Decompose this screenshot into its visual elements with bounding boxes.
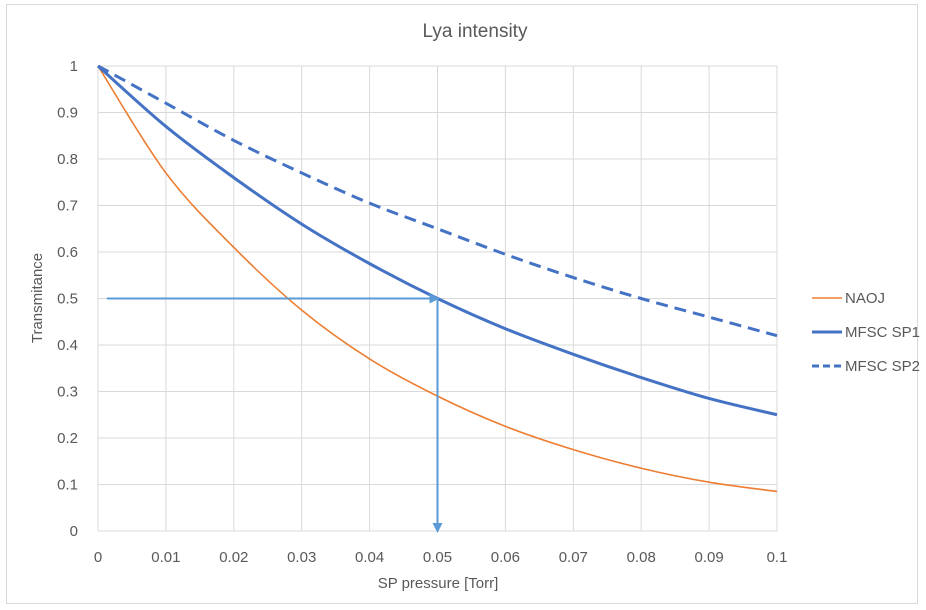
legend-label: MFSC SP1 <box>845 324 920 341</box>
x-tick-label: 0.04 <box>355 549 384 566</box>
series-line-3 <box>97 64 778 338</box>
x-tick-label: 0.05 <box>423 549 452 566</box>
x-axis-ticks: 0 0.01 0.02 0.03 0.04 0.05 0.06 0.07 0.08 0.09 0.1 <box>94 549 788 566</box>
x-tick-label: 0.02 <box>219 549 248 566</box>
chart-title: Lya intensity <box>423 21 528 42</box>
x-tick-label: 0.09 <box>694 549 723 566</box>
x-tick-label: 0.01 <box>151 549 180 566</box>
chart-frame <box>6 4 918 604</box>
annotation-arrows <box>106 293 443 533</box>
x-axis-label: SP pressure [Torr] <box>378 575 499 592</box>
x-tick-label: 0.07 <box>559 549 588 566</box>
legend-label: NAOJ <box>845 290 885 307</box>
y-tick-label: 1 <box>70 58 78 75</box>
y-tick-label: 0.8 <box>57 151 78 168</box>
y-tick-label: 0.5 <box>57 291 78 308</box>
x-tick-label: 0.03 <box>287 549 316 566</box>
legend: NAOJ MFSC SP1 MFSC SP2 <box>812 290 920 375</box>
y-tick-label: 0.6 <box>57 244 78 261</box>
y-tick-label: 0.4 <box>57 337 78 354</box>
x-tick-label: 0 <box>94 549 102 566</box>
y-tick-label: 0.2 <box>57 430 78 447</box>
y-tick-label: 0.3 <box>57 384 78 401</box>
x-tick-label: 0.08 <box>627 549 656 566</box>
x-tick-label: 0.1 <box>767 549 788 566</box>
y-axis-ticks: 0 0.1 0.2 0.3 0.4 0.5 0.6 0.7 0.8 0.9 1 <box>57 58 78 540</box>
y-tick-label: 0.1 <box>57 477 78 494</box>
x-tick-label: 0.06 <box>491 549 520 566</box>
series-line-1 <box>97 65 778 493</box>
y-tick-label: 0.7 <box>57 198 78 215</box>
y-tick-label: 0 <box>70 523 78 540</box>
y-axis-label: Transmitance <box>29 253 46 343</box>
y-tick-label: 0.9 <box>57 105 78 122</box>
legend-label: MFSC SP2 <box>845 358 920 375</box>
